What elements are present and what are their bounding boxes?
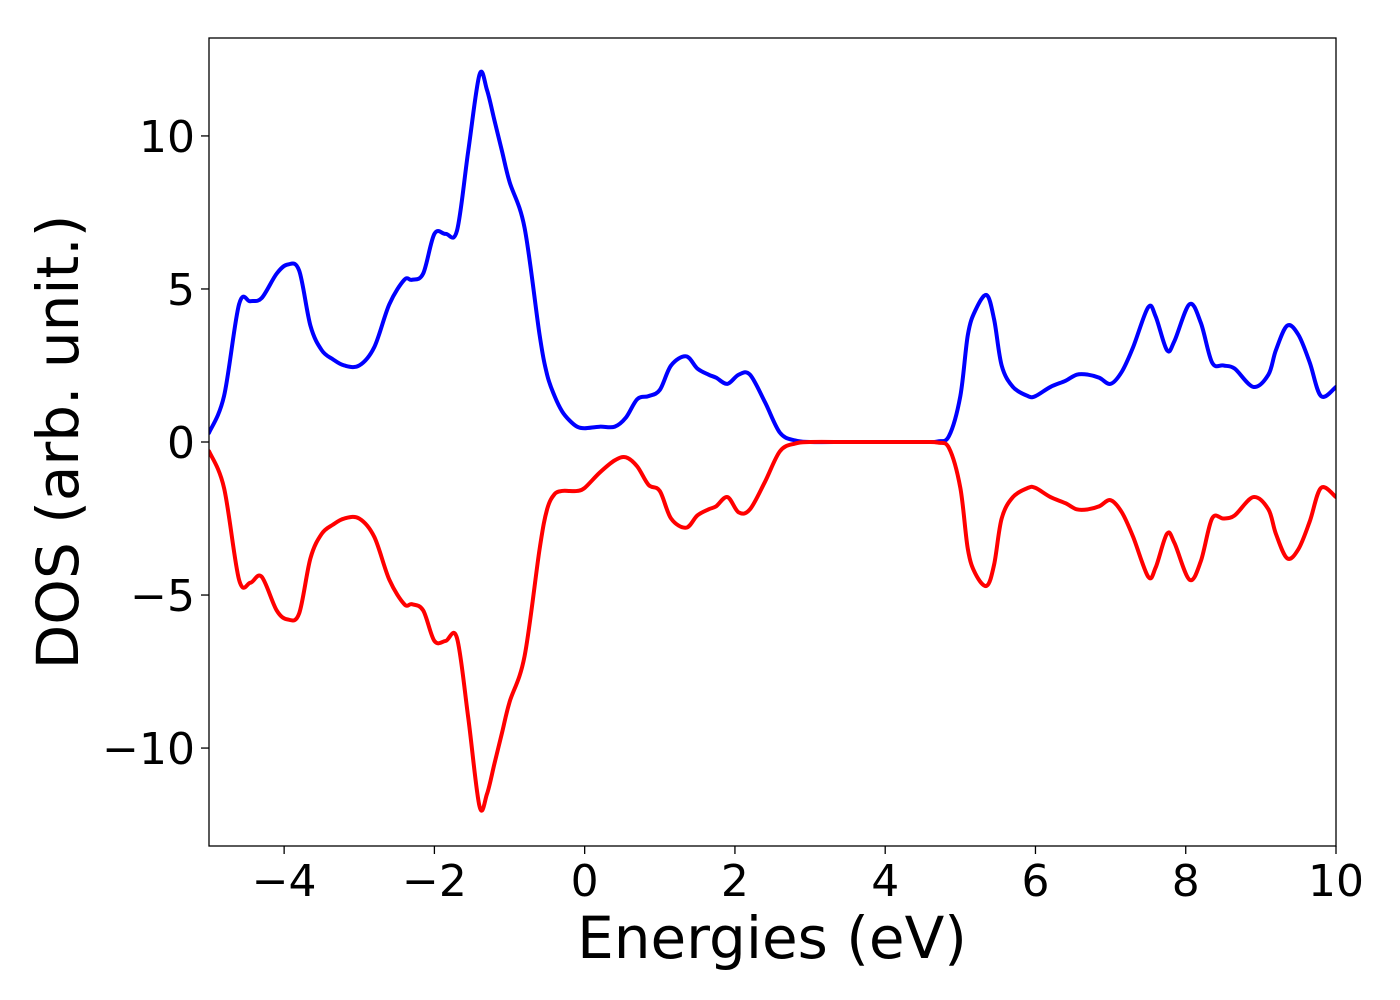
x-tick-label: 10	[1308, 856, 1364, 907]
plot-frame	[208, 37, 1337, 847]
y-tick-label: 0	[167, 418, 195, 469]
y-tick-label: 10	[139, 112, 195, 163]
series-line-2	[209, 439, 1336, 813]
x-tick-label: −2	[402, 856, 467, 907]
y-tick-label: 5	[167, 265, 195, 316]
series-layer	[209, 69, 1336, 813]
x-tick-label: 6	[1021, 856, 1049, 907]
x-axis-label: Energies (eV)	[577, 904, 967, 972]
x-tick-label: −4	[252, 856, 317, 907]
y-axis-ticks: 10 5 0 −5 −10	[102, 112, 209, 775]
x-axis-ticks: −4 −2 0 2 4 6 8 10	[252, 846, 1364, 907]
x-tick-label: 4	[871, 856, 899, 907]
series-line-1	[209, 69, 1336, 445]
plot-area	[208, 37, 1337, 847]
y-axis-label: DOS (arb. unit.)	[24, 215, 92, 670]
x-tick-label: 8	[1172, 856, 1200, 907]
x-tick-label: 0	[571, 856, 599, 907]
y-tick-label: −10	[102, 724, 195, 775]
x-tick-label: 2	[721, 856, 749, 907]
y-tick-label: −5	[130, 571, 195, 622]
